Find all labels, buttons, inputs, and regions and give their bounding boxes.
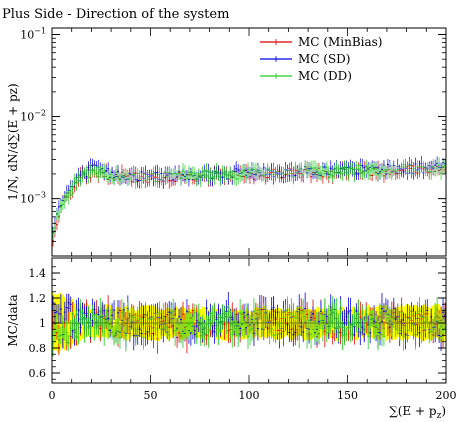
ratio-y-tick-label-4: 1.4 <box>29 267 47 280</box>
x-tick-label-2: 100 <box>239 389 260 402</box>
legend-label-2: MC (DD) <box>298 69 352 83</box>
ratio-y-tick-label-3: 1.2 <box>29 292 47 305</box>
x-tick-label-0: 0 <box>49 389 56 402</box>
main-series-1 <box>52 156 446 239</box>
chart-title: Plus Side - Direction of the system <box>2 7 229 22</box>
legend-label-1: MC (SD) <box>298 52 351 66</box>
x-tick-label-1: 50 <box>144 389 158 402</box>
ratio-y-tick-label-0: 0.6 <box>29 367 47 380</box>
main-y-axis-label: 1/N, dN/d∑(E + pz) <box>6 83 20 200</box>
legend: MC (MinBias) MC (SD) MC (DD) <box>260 35 382 83</box>
legend-label-0: MC (MinBias) <box>298 35 382 49</box>
main-frame <box>51 27 447 257</box>
ratio-y-axis-label: MC/data <box>6 294 20 346</box>
x-axis-label: ∑(E + pz) <box>389 404 446 421</box>
y-tick-label-1: 10−2 <box>20 109 46 124</box>
x-tick-label-3: 150 <box>337 389 358 402</box>
ratio-series-2 <box>52 296 446 357</box>
y-tick-label-2: 10−1 <box>20 26 46 41</box>
ratio-y-tick-label-1: 0.8 <box>29 342 47 355</box>
main-series-2 <box>52 157 446 240</box>
x-tick-label-4: 200 <box>436 389 457 402</box>
ratio-y-tick-label-2: 1 <box>39 317 46 330</box>
y-tick-label-0: 10−3 <box>20 191 46 206</box>
